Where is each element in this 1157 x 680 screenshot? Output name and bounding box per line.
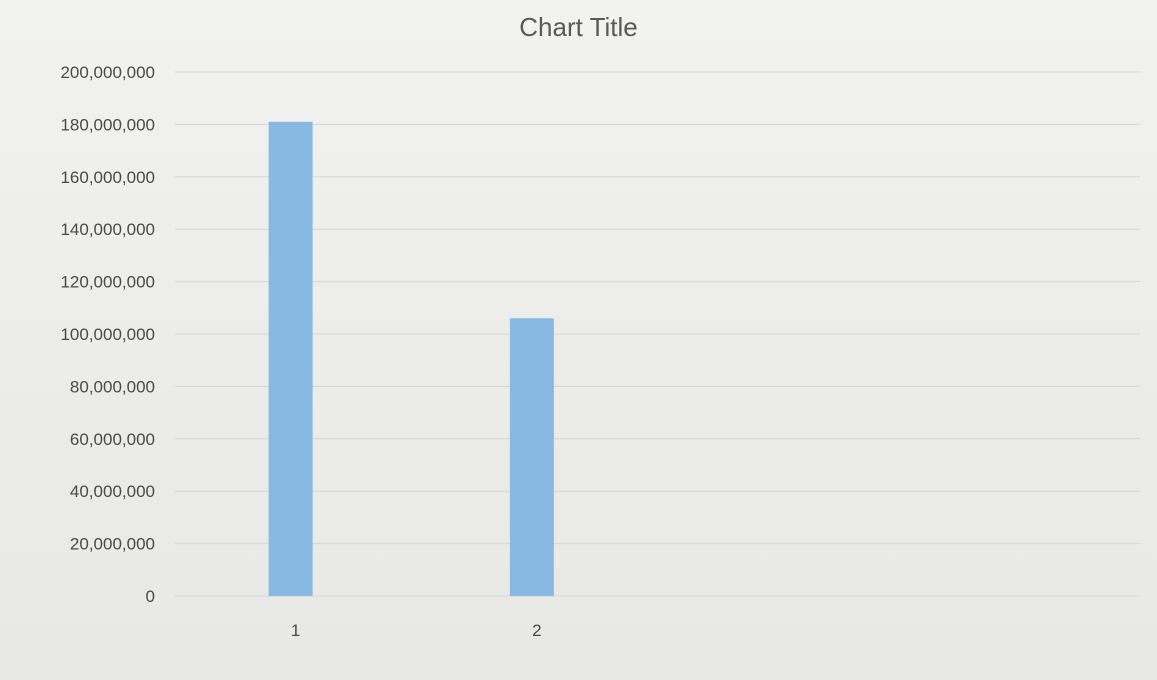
x-tick-label: 1 [291,621,300,640]
y-tick-label: 0 [146,587,155,606]
y-tick-label: 180,000,000 [60,115,155,134]
y-tick-label: 100,000,000 [60,325,155,344]
y-tick-label: 60,000,000 [70,430,155,449]
bar [268,121,313,596]
y-tick-label: 40,000,000 [70,482,155,501]
bar [509,318,554,596]
y-tick-label: 140,000,000 [60,220,155,239]
y-tick-label: 120,000,000 [60,273,155,292]
y-axis-tick-labels: 0 20,000,000 40,000,000 60,000,000 80,000,00… [60,63,155,606]
y-tick-label: 160,000,000 [60,168,155,187]
gridlines [175,71,1140,597]
x-tick-label: 2 [532,621,541,640]
chart-title: Chart Title [519,12,638,42]
y-tick-label: 20,000,000 [70,535,155,554]
y-tick-label: 80,000,000 [70,377,155,396]
bars [268,121,554,596]
y-tick-label: 200,000,000 [60,63,155,82]
